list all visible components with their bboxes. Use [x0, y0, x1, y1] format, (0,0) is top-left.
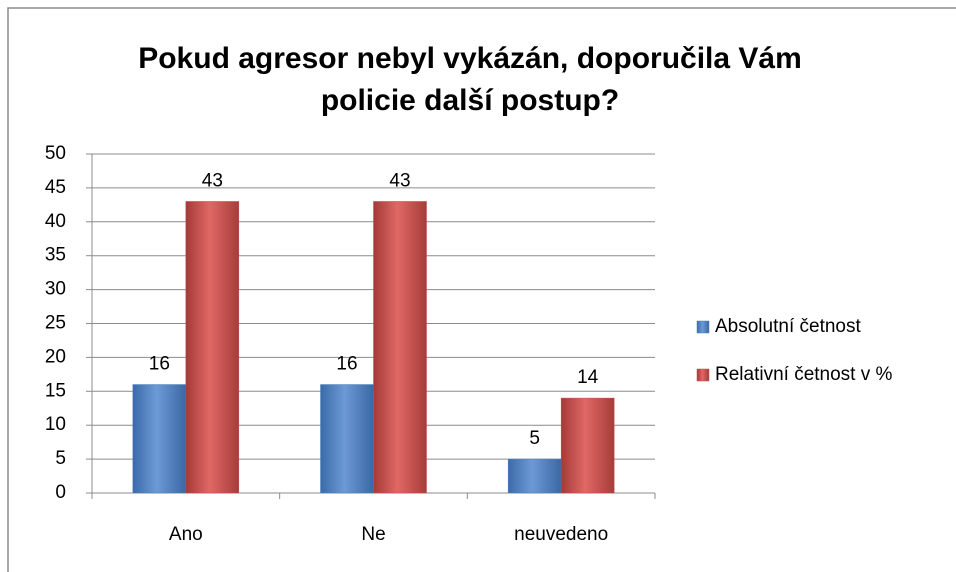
- y-tick-label: 50: [45, 143, 66, 164]
- bar: [185, 201, 240, 494]
- frame: [7, 7, 956, 572]
- y-tick-label: 40: [45, 211, 66, 232]
- x-tick-label: Ne: [361, 524, 385, 545]
- value-label: 14: [577, 367, 599, 388]
- bar: [132, 384, 187, 494]
- y-tick-label: 5: [55, 448, 66, 469]
- legend-label: Relativní četnost v %: [715, 364, 893, 385]
- x-tick-label: neuvedeno: [514, 524, 608, 545]
- legend-swatch: [696, 368, 710, 382]
- y-tick-label: 30: [45, 279, 66, 300]
- chart-title: Pokud agresor nebyl vykázán, doporučila …: [138, 42, 802, 117]
- value-label: 43: [389, 170, 410, 191]
- y-tick-label: 45: [45, 177, 66, 198]
- legend-swatch: [696, 320, 710, 334]
- x-tick-label: Ano: [169, 524, 203, 545]
- bar: [507, 458, 562, 494]
- y-tick-label: 0: [55, 482, 66, 503]
- bar: [373, 201, 427, 494]
- y-tick-label: 15: [45, 380, 66, 401]
- value-label: 43: [202, 170, 223, 191]
- y-tick-label: 10: [45, 414, 66, 435]
- bar: [320, 384, 374, 494]
- value-label: 16: [336, 354, 357, 375]
- legend-label: Absolutní četnost: [715, 316, 861, 337]
- y-tick-label: 35: [45, 245, 66, 266]
- value-label: 5: [529, 428, 540, 449]
- value-label: 16: [149, 354, 170, 375]
- y-tick-label: 20: [45, 346, 66, 367]
- y-tick-label: 25: [45, 313, 66, 334]
- bar: [560, 397, 615, 494]
